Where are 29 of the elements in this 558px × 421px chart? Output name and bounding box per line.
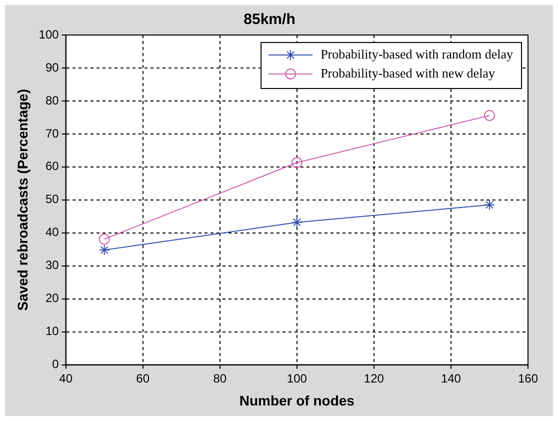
y-tick-label: 60	[45, 159, 60, 174]
point	[291, 157, 302, 168]
y-tick-label: 90	[45, 60, 60, 74]
y-tick-label: 20	[45, 291, 60, 306]
y-tick-label: 30	[45, 258, 60, 272]
chart-title: 85km/h	[244, 11, 296, 28]
point	[484, 110, 495, 121]
x-tick-label: 140	[440, 371, 462, 386]
y-tick-label: 80	[45, 93, 60, 108]
legend-label: Probability-based with new delay	[320, 65, 496, 80]
point	[98, 244, 110, 256]
x-tick-label: 80	[213, 371, 227, 386]
y-tick-label: 70	[45, 126, 60, 140]
point	[291, 216, 302, 228]
y-tick-label: 50	[45, 192, 60, 206]
y-tick-label: 100	[38, 27, 60, 42]
x-tick-label: 60	[136, 371, 150, 386]
x-tick-label: 120	[364, 371, 384, 386]
y-axis-title: Saved rebroadcasts (Percentage)	[14, 89, 30, 311]
y-tick-label: 40	[45, 225, 60, 240]
x-tick-label: 40	[59, 371, 73, 386]
x-tick-label: 100	[286, 371, 308, 386]
x-tick-label: 160	[518, 371, 538, 386]
y-tick-label: 0	[52, 357, 60, 372]
y-tick-label: 10	[45, 324, 60, 338]
point	[98, 234, 110, 245]
x-axis-title: Number of nodes	[239, 392, 355, 408]
legend-label: Probability-based with random delay	[320, 46, 514, 62]
point	[484, 199, 495, 210]
